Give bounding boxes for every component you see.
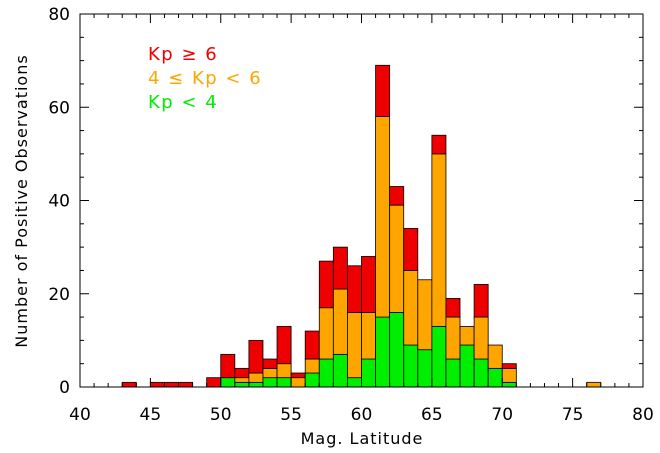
x-tick-label: 45: [140, 405, 162, 425]
y-tick-label: 20: [48, 285, 70, 305]
y-tick-label: 60: [48, 98, 70, 118]
bar-67-series-0: [459, 344, 475, 388]
bar-76-series-1: [586, 381, 602, 388]
bar-51-series-1: [234, 377, 250, 383]
x-tick-label: 65: [421, 405, 443, 425]
x-tick-label: 55: [280, 405, 302, 425]
bar-59-series-2: [347, 265, 362, 313]
tick-labels-layer: 40 45 50 55 60 65 70 75 80 0 20 40 60 80: [48, 5, 653, 425]
bar-60-series-1: [361, 311, 376, 360]
bar-66-series-2: [445, 298, 461, 318]
bar-62-series-0: [389, 311, 405, 388]
bar-69-series-0: [487, 367, 503, 388]
bar-59-series-0: [347, 377, 362, 388]
bar-69-series-1: [487, 344, 503, 369]
bar-54-series-2: [276, 325, 292, 365]
bar-68-series-1: [473, 316, 489, 360]
x-tick-label: 70: [491, 405, 513, 425]
bar-55-series-1: [290, 377, 306, 388]
bar-55-series-2: [290, 372, 306, 379]
bar-57-series-0: [318, 358, 334, 388]
bar-59-series-1: [347, 311, 362, 379]
x-tick-label: 50: [210, 405, 232, 425]
x-tick-label: 60: [351, 405, 373, 425]
axes-layer: [79, 13, 644, 388]
bar-45-series-2: [149, 381, 165, 388]
x-tick-label: 40: [69, 405, 91, 425]
bar-57-series-2: [318, 260, 334, 309]
legend-entry-kp-ge-6: Kp ≥ 6: [148, 44, 218, 65]
bar-47-series-2: [178, 381, 193, 388]
bar-67-series-1: [459, 325, 475, 346]
bar-52-series-0: [248, 381, 264, 388]
bar-50-series-2: [220, 353, 236, 379]
bar-65-series-1: [431, 153, 447, 327]
bar-61-series-1: [375, 116, 391, 318]
bar-54-series-0: [276, 377, 292, 388]
x-axis-label: Mag. Latitude: [301, 429, 424, 448]
bar-58-series-1: [332, 288, 348, 355]
bar-50-series-0: [220, 377, 236, 388]
bar-70-series-0: [501, 381, 517, 388]
legend-entry-kp-lt-4: Kp < 4: [148, 92, 218, 113]
bar-54-series-1: [276, 363, 292, 379]
bar-49-series-2: [206, 377, 222, 388]
bar-70-series-1: [501, 367, 517, 383]
bar-65-series-2: [431, 134, 447, 155]
bar-52-series-2: [248, 339, 264, 374]
bar-68-series-2: [473, 284, 489, 318]
bar-64-series-1: [417, 279, 433, 351]
x-tick-label: 75: [562, 405, 584, 425]
bars-layer: [121, 64, 602, 388]
y-tick-label: 0: [59, 378, 70, 398]
bar-61-series-2: [375, 64, 391, 117]
bar-66-series-1: [445, 316, 461, 360]
bar-58-series-2: [332, 246, 348, 290]
bar-63-series-2: [403, 228, 419, 271]
bar-51-series-2: [234, 367, 250, 379]
bar-53-series-0: [262, 377, 278, 388]
bar-62-series-1: [389, 204, 405, 313]
bar-66-series-0: [445, 358, 461, 388]
bar-68-series-0: [473, 358, 489, 388]
bar-63-series-0: [403, 344, 419, 388]
bar-61-series-0: [375, 316, 391, 388]
bar-52-series-1: [248, 372, 264, 383]
bar-53-series-1: [262, 367, 278, 379]
bar-64-series-0: [417, 349, 433, 388]
bar-63-series-1: [403, 270, 419, 346]
bar-56-series-1: [304, 358, 320, 374]
bar-56-series-0: [304, 372, 320, 388]
x-tick-label: 80: [632, 405, 654, 425]
bar-60-series-2: [361, 256, 376, 313]
bar-65-series-0: [431, 325, 447, 388]
bar-56-series-2: [304, 330, 320, 360]
bar-51-series-0: [234, 381, 250, 388]
bar-60-series-0: [361, 358, 376, 388]
bar-58-series-0: [332, 353, 348, 388]
bar-43-series-2: [121, 381, 137, 388]
legend: Kp ≥ 6 4 ≤ Kp < 6 Kp < 4: [148, 44, 262, 113]
y-tick-label: 80: [48, 5, 70, 25]
y-tick-label: 40: [48, 192, 70, 212]
bar-62-series-2: [389, 186, 405, 206]
bar-46-series-2: [164, 381, 179, 388]
bar-53-series-2: [262, 358, 278, 369]
bar-57-series-1: [318, 307, 334, 360]
bar-70-series-2: [501, 363, 517, 369]
legend-entry-kp-4-6: 4 ≤ Kp < 6: [148, 68, 262, 89]
y-axis-label: Number of Positive Observations: [12, 54, 31, 347]
